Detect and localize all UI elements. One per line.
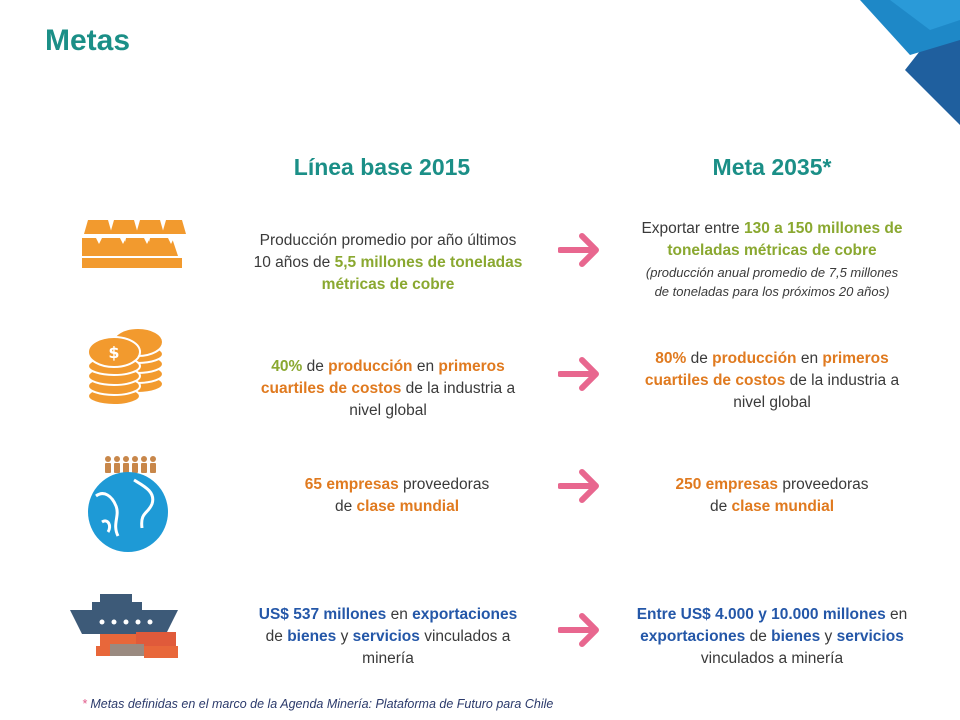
page-title: Metas <box>45 24 131 57</box>
baseline-text-1: Producción promedio por año últimos 10 a… <box>253 232 523 293</box>
arrow-icon <box>558 357 599 391</box>
svg-text:$: $ <box>108 343 119 362</box>
arrow-icon <box>558 613 599 647</box>
footnote: * Metas definidas en el marco de la Agen… <box>82 697 554 711</box>
goal-text-4: Entre US$ 4.000 y 10.000 millones en exp… <box>636 606 908 667</box>
baseline-text-2: 40% de producción en primeros cuartiles … <box>260 358 516 419</box>
baseline-text-4: US$ 537 millones en exportaciones de bie… <box>258 606 518 667</box>
column-header-baseline: Línea base 2015 <box>293 154 471 180</box>
corner-decoration <box>860 0 960 125</box>
column-header-goal: Meta 2035* <box>712 154 832 180</box>
globe-people-icon <box>88 456 168 552</box>
goal-text-3: 250 empresas proveedoras de clase mundia… <box>675 476 869 515</box>
cargo-ship-icon <box>70 594 178 658</box>
arrow-icon <box>558 233 599 267</box>
arrow-icon <box>558 469 599 503</box>
gold-bars-icon <box>82 220 186 268</box>
goal-text-2: 80% de producción en primeros cuartiles … <box>644 350 900 411</box>
goal-text-1: Exportar entre 130 a 150 millones de ton… <box>641 220 903 299</box>
coins-icon: $ <box>87 327 164 406</box>
baseline-text-3: 65 empresas proveedoras de clase mundial <box>304 476 490 515</box>
